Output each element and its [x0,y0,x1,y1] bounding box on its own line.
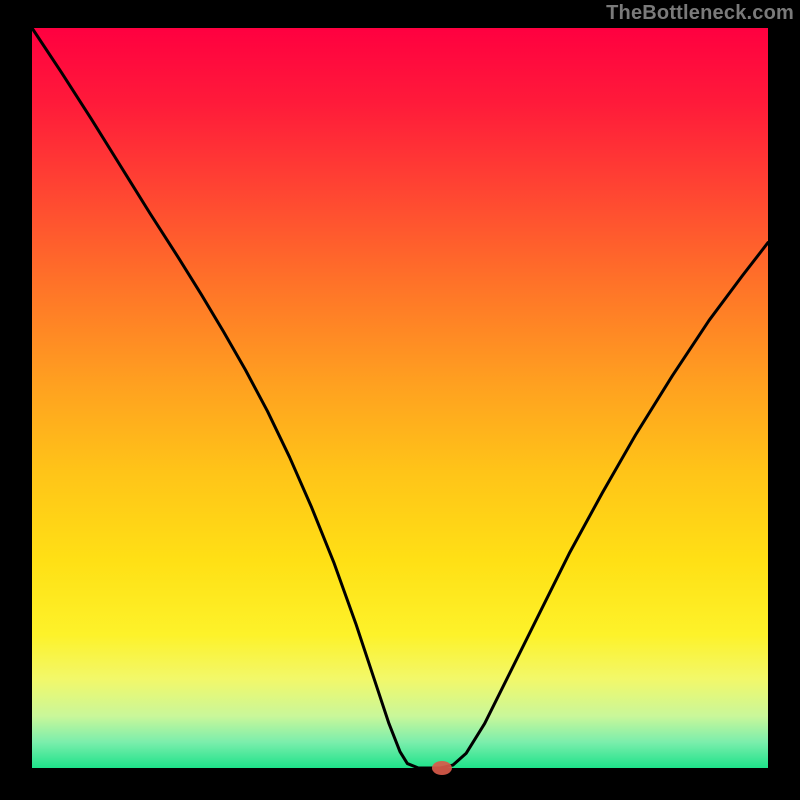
chart-container: TheBottleneck.com [0,0,800,800]
bottleneck-chart [0,0,800,800]
watermark-text: TheBottleneck.com [606,2,794,25]
optimal-marker [432,761,452,775]
